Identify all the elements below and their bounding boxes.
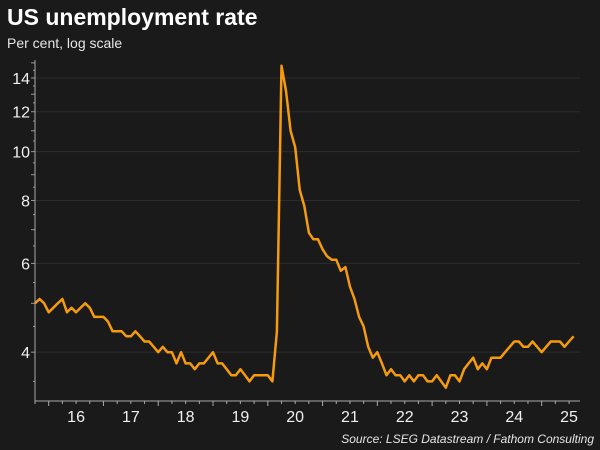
- y-tick-label: 8: [21, 193, 30, 210]
- y-tick-label: 4: [21, 345, 30, 362]
- chart-title: US unemployment rate: [7, 4, 258, 30]
- x-tick-label: 21: [341, 409, 359, 426]
- source-note: Source: LSEG Datastream / Fathom Consult…: [341, 432, 594, 446]
- chart-subtitle: Per cent, log scale: [7, 35, 123, 51]
- x-tick-label: 20: [286, 409, 304, 426]
- y-tick-label: 12: [12, 105, 30, 122]
- x-tick-label: 19: [232, 409, 250, 426]
- x-tick-label: 24: [505, 409, 523, 426]
- y-tick-label: 14: [12, 71, 30, 88]
- x-tick-label: 18: [177, 409, 195, 426]
- y-tick-label: 10: [12, 145, 30, 162]
- x-tick-label: 25: [560, 409, 578, 426]
- x-tick-label: 17: [122, 409, 140, 426]
- x-tick-label: 23: [451, 409, 469, 426]
- x-tick-label: 22: [396, 409, 414, 426]
- y-tick-label: 6: [21, 256, 30, 273]
- x-tick-label: 16: [67, 409, 85, 426]
- unemployment-line: [34, 64, 575, 389]
